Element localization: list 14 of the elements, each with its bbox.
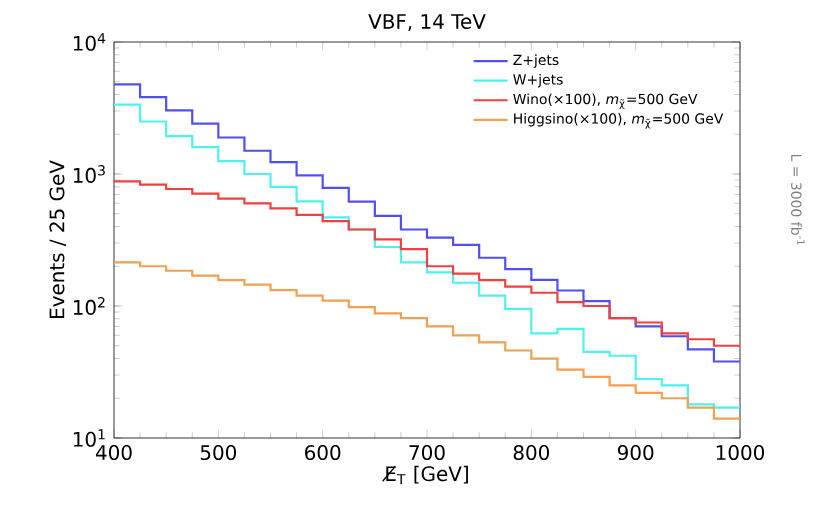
y-tick-label: 10$^{2}$ [73,297,105,315]
x-tick-label: 700 [409,445,445,461]
x-tick-label: 1000 [716,445,765,461]
x-tick-label: 600 [305,445,341,461]
x-tick-label: 500 [200,445,237,461]
y-tick-label: 10$^{1}$ [73,429,105,447]
x-tick-label: 800 [513,445,550,461]
y-tick-label: 10$^{4}$ [73,33,106,51]
x-tick-label: 900 [617,445,654,461]
y-axis-title: Events / 25 GeV [49,160,67,318]
chart-title: VBF, 14 TeV [368,14,486,31]
x-tick-label: 400 [95,445,132,461]
y-tick-label: 10$^{3}$ [73,165,105,183]
x-axis-title: E̸$_{T}$ [GeV] [382,465,468,485]
